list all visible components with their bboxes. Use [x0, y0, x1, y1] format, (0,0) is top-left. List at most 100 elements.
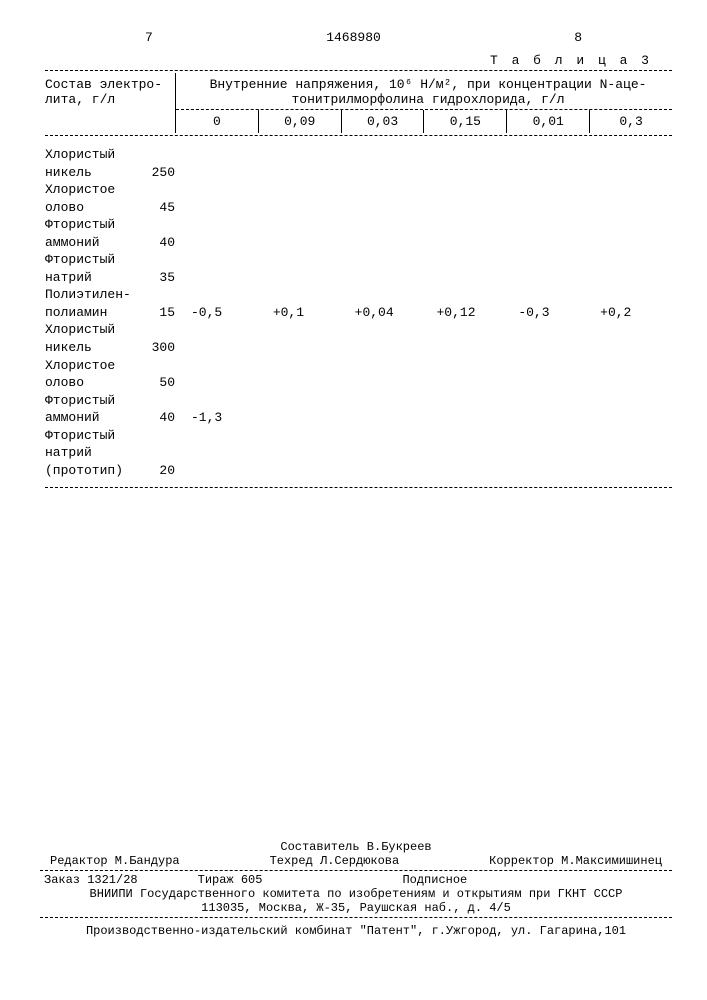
value-cell: [263, 374, 345, 392]
component-label: Хлористое: [45, 357, 140, 375]
right-header-line1: Внутренние напряжения, 10⁶ Н/м², при кон…: [184, 77, 672, 92]
table-body: Хлористыйникель250Хлористоеолово45Фторис…: [45, 146, 672, 479]
value-cell: [508, 409, 590, 427]
component-label: никель: [45, 164, 140, 182]
value-cell: [181, 199, 263, 217]
order-number: Заказ 1321/28: [44, 873, 138, 887]
organization-line2: 113035, Москва, Ж-35, Раушская наб., д. …: [40, 901, 672, 915]
value-cell: [345, 444, 427, 462]
value-cell: [263, 199, 345, 217]
component-amount: 40: [140, 234, 181, 252]
component-amount: 35: [140, 269, 181, 287]
table-row: (прототип)20: [45, 462, 672, 480]
value-cell: [508, 234, 590, 252]
value-cell: [181, 234, 263, 252]
divider: [45, 135, 672, 136]
values-row: [181, 374, 672, 392]
value-cell: [345, 409, 427, 427]
organization-line1: ВНИИПИ Государственного комитета по изоб…: [40, 887, 672, 901]
value-cell: [508, 199, 590, 217]
value-cell: +0,04: [345, 304, 427, 322]
table-row: никель250: [45, 164, 672, 182]
compiler-line: Составитель В.Букреев: [40, 840, 672, 854]
table-row: полиамин15-0,5+0,1+0,04+0,12-0,3+0,2: [45, 304, 672, 322]
value-cell: [426, 374, 508, 392]
component-label: аммоний: [45, 409, 140, 427]
value-cell: [426, 234, 508, 252]
value-cell: [181, 164, 263, 182]
value-cell: [263, 339, 345, 357]
value-cell: [590, 199, 672, 217]
values-row: [181, 269, 672, 287]
footer: Составитель В.Букреев Редактор М.Бандура…: [40, 840, 672, 938]
values-row: [181, 164, 672, 182]
value-cell: [345, 164, 427, 182]
value-cell: [426, 269, 508, 287]
table-row: Фтористый: [45, 427, 672, 445]
value-cell: [263, 462, 345, 480]
table-row: Хлористое: [45, 357, 672, 375]
component-label: никель: [45, 339, 140, 357]
table-title: Т а б л и ц а 3: [45, 53, 652, 68]
value-cell: [181, 339, 263, 357]
value-cell: [345, 269, 427, 287]
component-label: Полиэтилен-: [45, 286, 140, 304]
value-cell: [590, 462, 672, 480]
value-cell: -0,5: [181, 304, 263, 322]
left-column-header: Состав электро- лита, г/л: [45, 73, 176, 109]
value-cell: [590, 444, 672, 462]
value-cell: [426, 339, 508, 357]
component-label: Фтористый: [45, 251, 140, 269]
component-label: полиамин: [45, 304, 140, 322]
values-row: -0,5+0,1+0,04+0,12-0,3+0,2: [181, 304, 672, 322]
value-cell: [345, 374, 427, 392]
concentration-header-cell: 0,3: [589, 110, 672, 133]
value-cell: [508, 444, 590, 462]
table-row: Хлористый: [45, 321, 672, 339]
component-label: Фтористый: [45, 392, 140, 410]
value-cell: [345, 234, 427, 252]
component-label: Фтористый: [45, 427, 140, 445]
component-amount: 50: [140, 374, 181, 392]
component-label: натрий: [45, 269, 140, 287]
component-label: Фтористый: [45, 216, 140, 234]
value-cell: [590, 374, 672, 392]
values-row: -1,3: [181, 409, 672, 427]
component-label: олово: [45, 199, 140, 217]
values-row: [181, 339, 672, 357]
corrector-credit: Корректор М.Максимишинец: [489, 854, 662, 868]
value-cell: [508, 269, 590, 287]
component-label: аммоний: [45, 234, 140, 252]
table-row: аммоний40: [45, 234, 672, 252]
value-cell: +0,12: [426, 304, 508, 322]
page-header: 7 1468980 8: [45, 30, 672, 45]
table-row: Фтористый: [45, 392, 672, 410]
value-cell: [590, 164, 672, 182]
page-number-right: 8: [574, 30, 582, 45]
component-amount: 250: [140, 164, 181, 182]
value-cell: [590, 269, 672, 287]
concentration-header-row: 00,090,030,150,010,3: [45, 109, 672, 133]
table-row: олово50: [45, 374, 672, 392]
value-cell: [590, 234, 672, 252]
concentration-header-cell: 0,01: [506, 110, 589, 133]
sub-left-spacer: [45, 109, 176, 133]
table-row: Фтористый: [45, 216, 672, 234]
values-row: [181, 199, 672, 217]
value-cell: [263, 409, 345, 427]
component-amount: 300: [140, 339, 181, 357]
value-cell: [426, 462, 508, 480]
values-row: [181, 234, 672, 252]
table-row: Хлористое: [45, 181, 672, 199]
credits-line: Редактор М.Бандура Техред Л.Сердюкова Ко…: [40, 854, 672, 868]
value-cell: [426, 409, 508, 427]
value-cell: [181, 444, 263, 462]
subscription: Подписное: [402, 873, 467, 887]
concentration-header-cell: 0,03: [341, 110, 424, 133]
value-cell: +0,2: [590, 304, 672, 322]
right-column-header: Внутренние напряжения, 10⁶ Н/м², при кон…: [176, 73, 672, 109]
values-row: [181, 444, 672, 462]
value-cell: [181, 462, 263, 480]
value-cell: [263, 444, 345, 462]
value-cell: +0,1: [263, 304, 345, 322]
